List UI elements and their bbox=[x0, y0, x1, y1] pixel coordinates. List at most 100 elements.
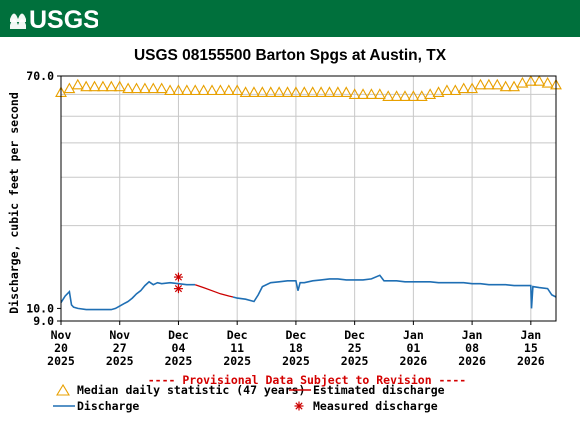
median-marker bbox=[97, 80, 109, 92]
y-tick-labels: 70.0 10.09.0 bbox=[26, 69, 54, 328]
median-marker bbox=[323, 86, 336, 97]
median-marker bbox=[524, 75, 537, 86]
median-marker bbox=[357, 88, 369, 99]
x-tick-label: Dec bbox=[344, 328, 365, 342]
discharge-line bbox=[60, 280, 196, 311]
median-marker bbox=[155, 82, 168, 94]
median-marker bbox=[63, 82, 76, 94]
discharge-line bbox=[232, 274, 557, 309]
x-tick-label: 27 bbox=[113, 341, 127, 355]
median-marker bbox=[474, 78, 487, 90]
plot-background bbox=[61, 76, 556, 321]
x-tick-label: 15 bbox=[524, 341, 538, 355]
measured-discharge-marker bbox=[173, 284, 183, 294]
median-marker bbox=[340, 86, 353, 97]
x-tick-label: 25 bbox=[348, 341, 362, 355]
median-marker bbox=[164, 84, 177, 96]
median-marker bbox=[399, 90, 411, 101]
legend-label: Estimated discharge bbox=[313, 383, 445, 397]
x-tick-label: 2025 bbox=[106, 354, 134, 368]
x-tick-label: Dec bbox=[286, 328, 307, 342]
median-marker bbox=[390, 90, 403, 101]
x-tick-label: 08 bbox=[465, 341, 479, 355]
chart-title: USGS 08155500 Barton Spgs at Austin, TX bbox=[134, 47, 447, 64]
median-marker bbox=[466, 82, 479, 94]
x-tick-label: 2025 bbox=[341, 354, 369, 368]
logo-text: USGS bbox=[29, 6, 98, 33]
median-marker bbox=[122, 82, 135, 94]
median-marker bbox=[180, 84, 193, 96]
median-marker bbox=[214, 84, 227, 96]
measured-discharge-marker bbox=[173, 272, 183, 282]
x-tick-label: 2026 bbox=[517, 354, 545, 368]
median-marker bbox=[206, 84, 218, 96]
axes bbox=[57, 75, 557, 325]
y-tick-label: 10.0 bbox=[26, 301, 54, 315]
median-marker bbox=[172, 84, 185, 96]
x-tick-label: 01 bbox=[406, 341, 420, 355]
x-tick-label: 2025 bbox=[165, 354, 193, 368]
legend-label: Discharge bbox=[77, 399, 139, 413]
median-marker bbox=[516, 76, 529, 88]
median-marker bbox=[256, 86, 269, 97]
median-marker bbox=[138, 82, 151, 94]
median-marker bbox=[298, 86, 311, 97]
x-tick-label: 2025 bbox=[223, 354, 251, 368]
median-marker bbox=[508, 80, 520, 92]
x-tick-label: 18 bbox=[289, 341, 303, 355]
y-tick-label: 9.0 bbox=[33, 314, 54, 328]
legend-item: Median daily statistic (47 years) bbox=[56, 383, 305, 397]
median-marker bbox=[147, 82, 160, 94]
median-marker bbox=[457, 82, 470, 94]
median-marker bbox=[231, 84, 244, 96]
median-marker bbox=[289, 86, 302, 97]
median-marker bbox=[533, 75, 546, 86]
x-tick-label: Jan bbox=[403, 328, 424, 342]
median-marker bbox=[449, 84, 462, 96]
x-tick-label: 20 bbox=[54, 341, 68, 355]
median-marker bbox=[382, 90, 395, 101]
median-marker bbox=[373, 88, 386, 99]
median-marker bbox=[189, 84, 202, 96]
median-marker bbox=[541, 76, 554, 88]
legend-item: Estimated discharge bbox=[289, 383, 445, 397]
x-tick-labels: Nov202025Nov272025Dec042025Dec112025Dec1… bbox=[47, 328, 545, 368]
median-marker bbox=[348, 88, 361, 99]
median-marker bbox=[71, 78, 84, 90]
estimated-discharge-line bbox=[194, 284, 234, 298]
median-marker bbox=[222, 84, 235, 96]
x-tick-label: 04 bbox=[172, 341, 186, 355]
median-marker bbox=[281, 86, 294, 97]
x-tick-label: 2026 bbox=[458, 354, 486, 368]
median-marker bbox=[130, 82, 143, 94]
median-marker bbox=[491, 78, 504, 90]
x-tick-label: Jan bbox=[462, 328, 483, 342]
x-tick-label: Nov bbox=[51, 328, 72, 342]
y-tick-label: 70.0 bbox=[26, 69, 54, 83]
legend-label: Median daily statistic (47 years) bbox=[77, 383, 305, 397]
x-tick-label: 2025 bbox=[47, 354, 75, 368]
usgs-logo[interactable]: USGS bbox=[8, 3, 98, 33]
x-tick-label: Dec bbox=[227, 328, 248, 342]
x-tick-label: Jan bbox=[520, 328, 541, 342]
legend: Median daily statistic (47 years) Estimat… bbox=[53, 383, 445, 413]
x-tick-label: 2026 bbox=[400, 354, 428, 368]
median-marker bbox=[239, 86, 252, 97]
x-tick-label: Nov bbox=[109, 328, 130, 342]
y-axis-label: Discharge, cubic feet per second bbox=[7, 92, 21, 314]
legend-label: Measured discharge bbox=[313, 399, 438, 413]
median-marker bbox=[482, 78, 495, 90]
plot-area bbox=[61, 76, 556, 321]
median-marker bbox=[248, 86, 260, 97]
median-marker bbox=[407, 90, 420, 101]
median-marker bbox=[315, 86, 328, 97]
median-marker bbox=[499, 80, 512, 92]
median-marker bbox=[306, 86, 319, 97]
x-tick-label: 2025 bbox=[282, 354, 310, 368]
median-marker bbox=[424, 88, 437, 99]
legend-triangle-icon bbox=[56, 383, 70, 396]
median-marker bbox=[113, 80, 126, 92]
median-marker bbox=[432, 86, 445, 97]
